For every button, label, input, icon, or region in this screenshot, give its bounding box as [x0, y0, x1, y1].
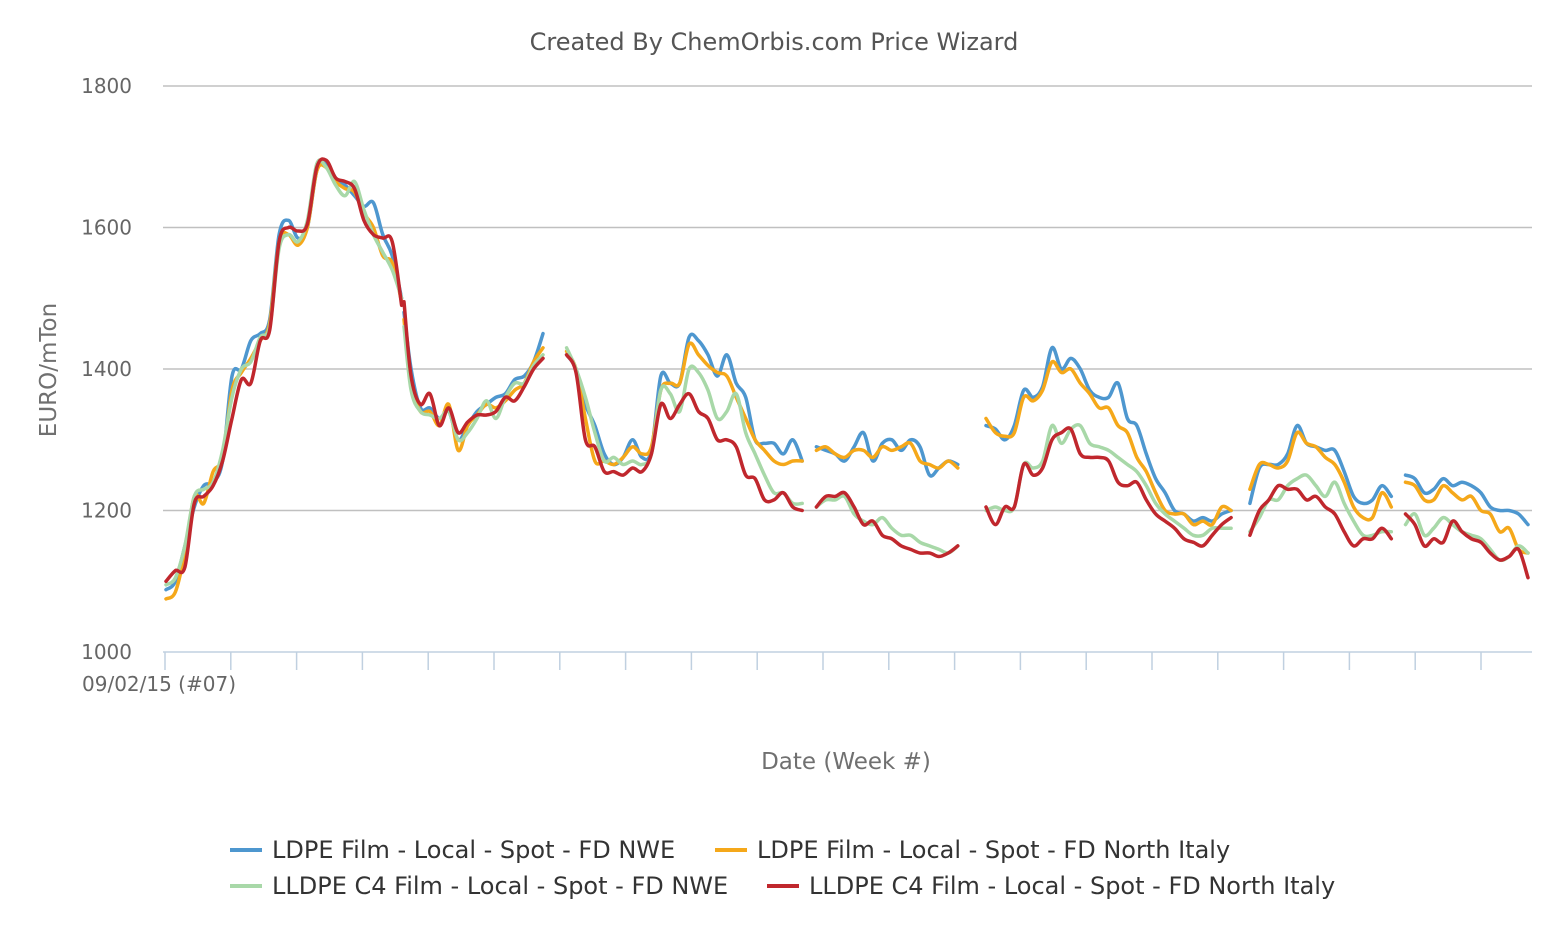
y-tick-label-1200: 1200	[81, 499, 132, 523]
series-1-line-segment-5	[984, 346, 1233, 523]
series-2-line-segment-5	[984, 359, 1233, 527]
gridlines	[163, 85, 1532, 512]
series-lines	[164, 157, 1530, 601]
legend-item-3[interactable]: LLDPE C4 Film - Local - Spot - FD NWE	[230, 872, 728, 900]
series-2-line-segment-6	[1248, 430, 1394, 522]
series-3-line-segment-1	[164, 158, 404, 587]
y-tick-label-1800: 1800	[81, 74, 132, 98]
series-4-line-segment-2	[402, 300, 545, 435]
x-axis-ticks	[164, 652, 1482, 670]
x-axis-title: Date (Week #)	[761, 749, 931, 775]
series-1-line-segment-4	[814, 430, 960, 478]
x-axis-tick-label-first: 09/02/15 (#07)	[82, 672, 236, 696]
series-4-line-segment-7	[1403, 512, 1530, 580]
series-2-line-segment-4	[814, 440, 960, 470]
series-4-line-segment-4	[814, 490, 960, 559]
series-4-line-segment-6	[1248, 483, 1394, 548]
series-3-line-segment-4	[814, 494, 960, 555]
series-1-line-segment-7	[1403, 473, 1530, 527]
legend-item-4[interactable]: LLDPE C4 Film - Local - Spot - FD North …	[767, 872, 1335, 900]
series-4-line-segment-3	[564, 353, 804, 513]
legend-label: LDPE Film - Local - Spot - FD NWE	[272, 836, 675, 864]
legend-item-1[interactable]: LDPE Film - Local - Spot - FD NWE	[230, 836, 675, 864]
y-tick-label-1000: 1000	[81, 640, 132, 664]
series-3-line-segment-2	[402, 324, 545, 443]
series-3-line-segment-3	[564, 346, 804, 506]
y-tick-label-1600: 1600	[81, 216, 132, 240]
y-axis-tick-labels: 1000 1200 1400 1600 1800	[81, 74, 132, 664]
series-4-line-segment-5	[984, 426, 1233, 548]
series-3	[164, 158, 1530, 587]
series-4	[164, 157, 1530, 584]
legend-label: LLDPE C4 Film - Local - Spot - FD NWE	[272, 872, 728, 900]
series-3-line-segment-6	[1248, 473, 1394, 539]
series-1-line-segment-2	[402, 310, 545, 442]
chart-title: Created By ChemOrbis.com Price Wizard	[530, 28, 1019, 56]
legend: LDPE Film - Local - Spot - FD NWE LDPE Fi…	[230, 836, 1335, 900]
series-2-line-segment-7	[1403, 480, 1530, 555]
legend-item-2[interactable]: LDPE Film - Local - Spot - FD North Ital…	[715, 836, 1230, 864]
y-axis-title: EURO/mTon	[36, 303, 62, 437]
legend-label: LDPE Film - Local - Spot - FD North Ital…	[757, 836, 1230, 864]
series-4-line-segment-1	[164, 157, 404, 584]
y-tick-label-1400: 1400	[81, 357, 132, 381]
legend-label: LLDPE C4 Film - Local - Spot - FD North …	[809, 872, 1335, 900]
